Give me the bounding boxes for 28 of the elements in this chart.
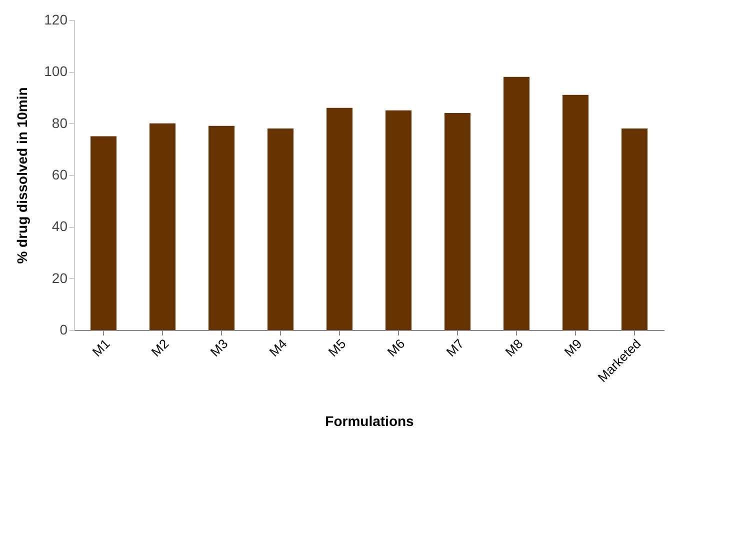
bar [326, 108, 352, 330]
bar [150, 123, 176, 330]
y-axis-title: % drug dissolved in 10min [14, 87, 30, 264]
x-tick-label: M4 [266, 336, 290, 360]
x-axis-title: Formulations [325, 413, 414, 430]
y-tick-label: 80 [52, 114, 68, 131]
x-tick-label: M7 [443, 336, 467, 360]
y-tick-label: 120 [44, 12, 68, 28]
bar [562, 94, 588, 330]
bar [444, 113, 470, 330]
x-tick-label: M3 [207, 336, 231, 360]
bar [386, 110, 412, 330]
y-tick-label: 100 [44, 63, 68, 80]
bar [268, 128, 294, 330]
bar [504, 76, 530, 330]
y-tick-label: 40 [52, 218, 68, 234]
y-tick-label: 60 [52, 166, 68, 182]
x-tick-label: M8 [502, 336, 526, 360]
x-tick-label: M6 [384, 336, 408, 360]
bar [622, 128, 648, 330]
y-tick-label: 20 [52, 270, 68, 286]
bar [208, 126, 234, 330]
x-tick-label: M5 [325, 336, 349, 360]
y-tick-label: 0 [60, 322, 68, 338]
x-tick-label: M1 [89, 336, 113, 360]
x-tick-label: M9 [561, 336, 585, 360]
bar [90, 136, 116, 330]
x-tick-label: M2 [148, 336, 172, 360]
